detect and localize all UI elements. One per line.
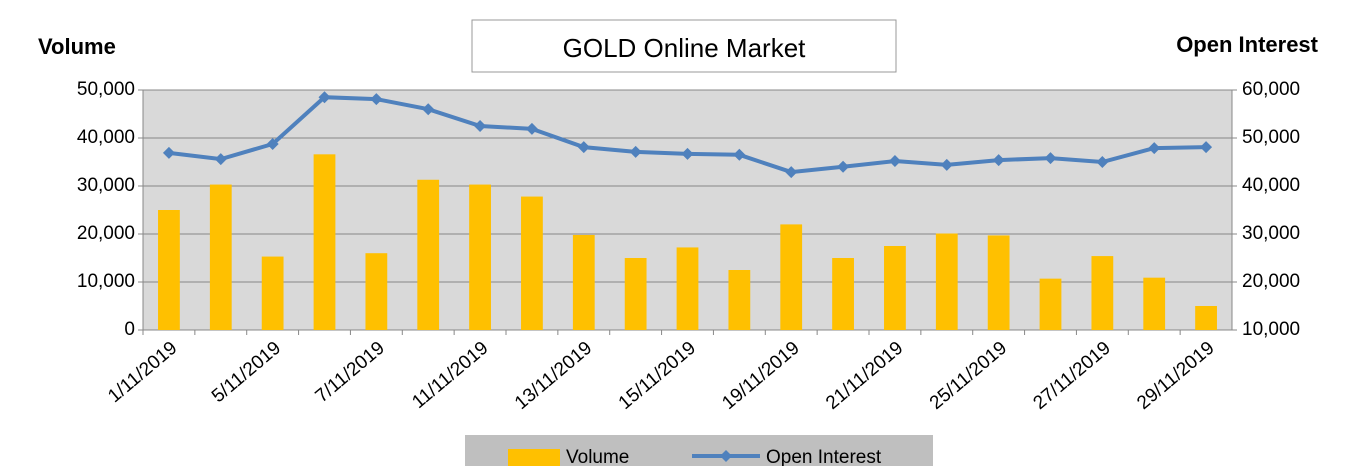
y2-tick-label: 10,000 [1242,319,1300,340]
bar [261,256,284,330]
marker [837,160,850,173]
x-tick-label: 7/11/2019 [312,338,389,408]
marker [422,103,435,116]
bar [1195,306,1217,330]
x-tick-label: 25/11/2019 [926,338,1011,414]
y-tick-label: 0 [124,319,135,340]
y-tick-label: 10,000 [77,271,135,292]
bar [987,235,1010,330]
bar [935,233,958,330]
bar [158,210,180,330]
legend-swatch [720,450,732,462]
x-tick-label: 11/11/2019 [408,338,492,413]
marker [1096,156,1109,168]
legend-label: Volume [566,447,629,466]
bar [1143,277,1166,330]
bar [417,179,440,330]
marker [370,93,383,106]
marker [629,145,642,158]
y-tick-label: 50,000 [77,79,135,100]
marker [940,158,953,171]
x-tick-label: 29/11/2019 [1133,338,1218,414]
bar [469,184,491,330]
marker [785,166,798,179]
marker [992,154,1005,167]
bar [1039,278,1062,330]
x-tick-label: 5/11/2019 [208,338,285,408]
y-tick-label: 40,000 [77,127,135,148]
y2-tick-label: 60,000 [1242,79,1300,100]
x-tick-label: 27/11/2019 [1030,338,1115,414]
y2-tick-label: 30,000 [1242,223,1300,244]
bar [209,184,232,330]
marker [525,122,538,135]
bar [676,247,699,330]
bar [624,258,647,330]
bar [728,270,751,330]
bar [572,234,595,330]
marker [266,138,279,150]
y-tick-label: 20,000 [77,223,135,244]
bar [832,258,854,330]
y-tick-label: 30,000 [77,175,135,196]
y2-tick-label: 20,000 [1242,271,1300,292]
y2-axis-title: Open Interest [1176,32,1318,57]
chart-title: GOLD Online Market [563,33,807,63]
marker [1148,142,1161,155]
bar [365,253,388,330]
x-tick-label: 21/11/2019 [822,338,907,414]
marker [214,153,227,166]
bar [313,154,336,330]
marker [474,120,487,132]
y2-tick-label: 50,000 [1242,127,1300,148]
title-box [471,19,897,73]
bar [521,196,543,330]
marker [162,146,175,159]
marker [888,155,901,168]
bar [780,224,803,330]
y-axis-title: Volume [38,34,116,59]
marker [1200,141,1213,154]
x-tick-label: 13/11/2019 [511,338,596,414]
legend-swatch [508,449,560,466]
marker [577,141,590,154]
x-tick-label: 15/11/2019 [615,338,700,414]
marker [733,148,746,161]
bar [1091,256,1114,330]
marker [318,91,331,104]
x-tick-label: 1/11/2019 [104,338,181,408]
legend-label: Open Interest [766,447,882,466]
marker [681,147,694,160]
y2-tick-label: 40,000 [1242,175,1300,196]
x-tick-label: 19/11/2019 [718,338,803,414]
marker [1044,152,1057,165]
bar [884,246,906,330]
